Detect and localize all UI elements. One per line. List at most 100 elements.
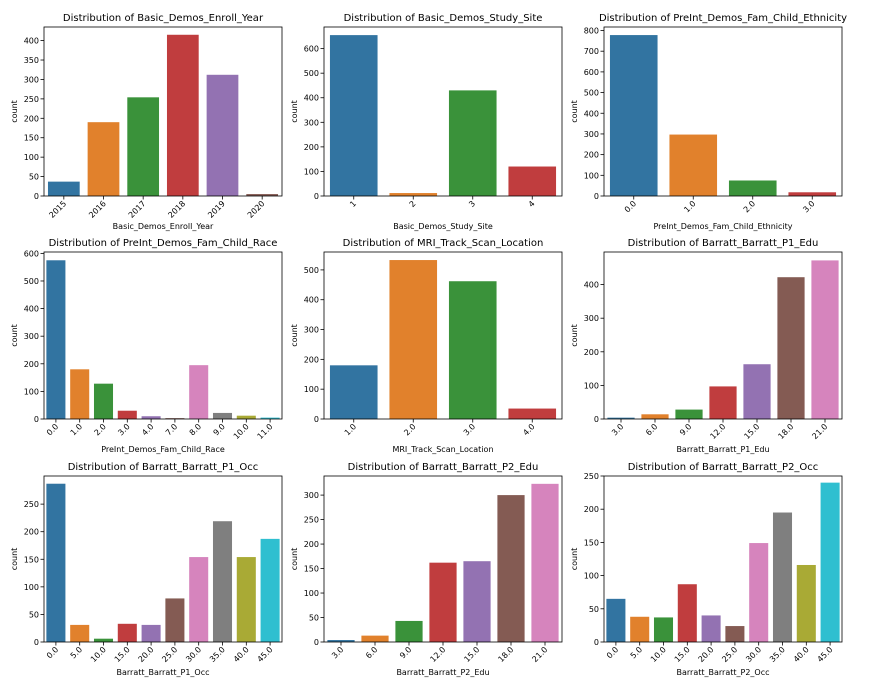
y-tick-label: 100 bbox=[24, 583, 39, 592]
bar-6-0 bbox=[641, 414, 669, 419]
y-tick-label: 100 bbox=[304, 385, 319, 394]
bar-20-0 bbox=[141, 624, 161, 642]
x-tick-label: 1.0 bbox=[69, 422, 84, 437]
y-tick-label: 250 bbox=[24, 500, 39, 509]
y-tick-label: 100 bbox=[24, 387, 39, 396]
y-tick-label: 0 bbox=[594, 638, 599, 647]
y-axis-label: count bbox=[570, 100, 579, 123]
y-tick-label: 0 bbox=[34, 192, 39, 201]
subplot-9: Distribution of Barratt_Barratt_P2_Occ 0 5… bbox=[570, 462, 843, 677]
bar-18-0 bbox=[777, 277, 805, 419]
subplot-2: Distribution of Basic_Demos_Study_Site 0 1… bbox=[290, 13, 563, 231]
x-tick-label: 1.0 bbox=[682, 199, 697, 214]
x-axis-label: PreInt_Demos_Fam_Child_Race bbox=[101, 445, 225, 454]
y-tick-label: 350 bbox=[24, 56, 39, 65]
x-tick-label: 4.0 bbox=[521, 422, 536, 437]
y-tick-label: 200 bbox=[584, 505, 599, 514]
y-tick-label: 100 bbox=[24, 153, 39, 162]
bar-3 bbox=[448, 90, 497, 197]
bar-2018 bbox=[166, 34, 199, 196]
bar-7-0 bbox=[165, 418, 185, 419]
x-tick-label: 0.0 bbox=[623, 199, 638, 214]
x-tick-label: 2.0 bbox=[742, 199, 757, 214]
x-tick-label: 10.0 bbox=[649, 645, 668, 664]
x-tick-label: 2019 bbox=[206, 199, 227, 220]
bar-3-0 bbox=[327, 640, 355, 642]
y-tick-label: 200 bbox=[304, 540, 319, 549]
bar-4 bbox=[508, 166, 557, 196]
y-tick-label: 150 bbox=[24, 555, 39, 564]
x-tick-label: 1.0 bbox=[343, 422, 358, 437]
y-tick-label: 200 bbox=[24, 114, 39, 123]
y-tick-label: 50 bbox=[29, 173, 39, 182]
x-tick-label: 3.0 bbox=[116, 422, 131, 437]
x-tick-label: 6.0 bbox=[644, 422, 659, 437]
axes-frame bbox=[43, 251, 283, 420]
y-tick-label: 500 bbox=[304, 69, 319, 78]
bar-2020 bbox=[246, 194, 279, 196]
y-tick-label: 600 bbox=[24, 249, 39, 258]
bar-11-0 bbox=[260, 417, 280, 419]
bar-4-0 bbox=[141, 416, 161, 419]
y-tick-label: 300 bbox=[304, 326, 319, 335]
y-axis-label: count bbox=[570, 324, 579, 347]
x-tick-label: 5.0 bbox=[69, 645, 84, 660]
y-tick-label: 50 bbox=[309, 614, 319, 623]
y-axis-label: count bbox=[290, 324, 299, 347]
x-tick-label: 15.0 bbox=[742, 422, 761, 441]
y-tick-label: 100 bbox=[584, 572, 599, 581]
y-tick-label: 500 bbox=[304, 266, 319, 275]
bar-15-0 bbox=[463, 561, 491, 642]
y-axis-label: count bbox=[10, 324, 19, 347]
bar-8-0 bbox=[189, 365, 209, 419]
y-tick-label: 100 bbox=[304, 167, 319, 176]
x-tick-label: 2 bbox=[408, 199, 418, 209]
x-tick-label: 3.0 bbox=[801, 199, 816, 214]
y-tick-label: 0 bbox=[34, 415, 39, 424]
y-tick-label: 300 bbox=[304, 491, 319, 500]
x-tick-label: 21.0 bbox=[530, 645, 549, 664]
y-tick-label: 400 bbox=[304, 94, 319, 103]
chart-title: Distribution of Basic_Demos_Enroll_Year bbox=[63, 13, 264, 24]
axes-frame bbox=[43, 26, 283, 197]
bar-20-0 bbox=[701, 615, 721, 642]
bar-15-0 bbox=[117, 623, 137, 642]
bar-2015 bbox=[47, 181, 80, 196]
y-tick-label: 400 bbox=[24, 305, 39, 314]
x-tick-label: 45.0 bbox=[816, 645, 835, 664]
bar-4-0 bbox=[508, 408, 557, 419]
x-axis-label: Barratt_Barratt_P1_Occ bbox=[116, 668, 209, 677]
x-tick-label: 2017 bbox=[127, 199, 148, 220]
x-tick-label: 15.0 bbox=[462, 645, 481, 664]
x-axis-label: Basic_Demos_Enroll_Year bbox=[113, 222, 214, 231]
bar-6-0 bbox=[361, 635, 389, 642]
bar-45-0 bbox=[820, 482, 840, 642]
y-tick-label: 0 bbox=[34, 638, 39, 647]
x-tick-label: 5.0 bbox=[629, 645, 644, 660]
y-tick-label: 200 bbox=[304, 355, 319, 364]
x-tick-label: 15.0 bbox=[673, 645, 692, 664]
x-tick-label: 30.0 bbox=[184, 645, 203, 664]
x-tick-label: 20.0 bbox=[697, 645, 716, 664]
x-tick-label: 12.0 bbox=[428, 645, 447, 664]
axes-frame bbox=[323, 251, 563, 420]
y-tick-label: 150 bbox=[584, 538, 599, 547]
bar-1-0 bbox=[70, 369, 90, 419]
x-axis-label: MRI_Track_Scan_Location bbox=[392, 445, 493, 454]
x-tick-label: 4 bbox=[527, 199, 537, 209]
y-axis-label: count bbox=[290, 548, 299, 571]
bar-45-0 bbox=[260, 538, 280, 642]
bar-15-0 bbox=[677, 584, 697, 642]
x-tick-label: 8.0 bbox=[188, 422, 203, 437]
y-tick-label: 150 bbox=[24, 134, 39, 143]
x-tick-label: 40.0 bbox=[232, 645, 251, 664]
y-tick-label: 200 bbox=[584, 348, 599, 357]
y-tick-label: 250 bbox=[24, 95, 39, 104]
y-tick-label: 600 bbox=[584, 68, 599, 77]
x-tick-label: 10.0 bbox=[89, 645, 108, 664]
bar-3-0 bbox=[448, 281, 497, 419]
x-tick-label: 21.0 bbox=[810, 422, 829, 441]
bar-9-0 bbox=[395, 620, 423, 642]
x-axis-label: Barratt_Barratt_P1_Edu bbox=[676, 445, 769, 454]
